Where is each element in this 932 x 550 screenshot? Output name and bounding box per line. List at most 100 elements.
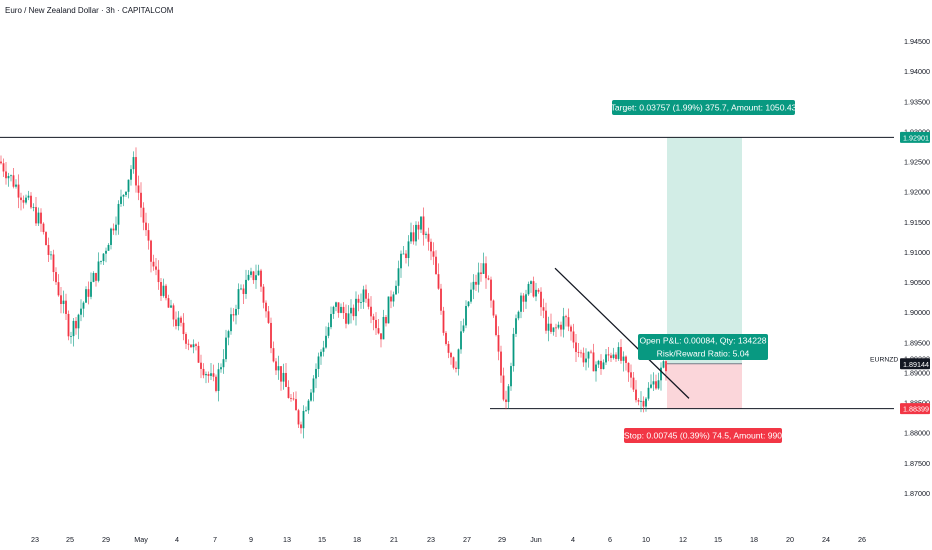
y-tick-7: 1.91000 bbox=[904, 248, 930, 257]
x-tick-5: 7 bbox=[213, 535, 217, 544]
candle-body-84 bbox=[210, 373, 212, 376]
x-tick-4: 4 bbox=[175, 535, 179, 544]
y-tick-11: 1.89000 bbox=[904, 368, 930, 377]
candle-body-150 bbox=[375, 319, 377, 329]
candle-body-97 bbox=[242, 288, 245, 294]
candle-body-127 bbox=[317, 356, 320, 369]
candle-body-166 bbox=[415, 224, 417, 242]
candle-body-89 bbox=[222, 359, 225, 368]
candle-body-40 bbox=[100, 261, 102, 262]
candle-body-82 bbox=[205, 374, 207, 376]
candle-body-100 bbox=[250, 271, 252, 275]
candle-body-56 bbox=[140, 192, 142, 208]
candle-body-17 bbox=[42, 223, 45, 233]
candle-body-105 bbox=[262, 286, 265, 303]
candle-body-163 bbox=[407, 241, 410, 259]
y-tick-4: 1.92500 bbox=[904, 158, 930, 167]
candle-body-233 bbox=[582, 352, 585, 363]
stop-label-box bbox=[624, 428, 782, 443]
candle-body-207 bbox=[517, 311, 520, 319]
candle-body-161 bbox=[402, 253, 405, 255]
candle-body-254 bbox=[635, 389, 637, 401]
candle-body-67 bbox=[167, 298, 170, 308]
position-labels: Target: 0.03757 (1.99%) 375.7, Amount: 1… bbox=[611, 100, 797, 443]
candle-body-224 bbox=[560, 324, 562, 330]
x-tick-20: 18 bbox=[750, 535, 758, 544]
price-label-bg-0 bbox=[900, 131, 930, 143]
candle-body-204 bbox=[510, 366, 512, 387]
candle-body-243 bbox=[607, 354, 610, 356]
candle-body-192 bbox=[480, 272, 482, 274]
x-tick-17: 10 bbox=[642, 535, 650, 544]
price-label-bg-2 bbox=[900, 358, 930, 370]
candle-body-135 bbox=[337, 302, 340, 313]
candle-body-223 bbox=[557, 324, 560, 328]
candle-body-255 bbox=[637, 400, 640, 402]
y-tick-0: 1.94500 bbox=[904, 37, 930, 46]
price-label-3: 1.88399 bbox=[903, 405, 929, 414]
candle-body-216 bbox=[540, 291, 542, 308]
price-axis: 1.945001.940001.935001.930001.925001.920… bbox=[870, 37, 930, 498]
candle-body-153 bbox=[382, 316, 385, 340]
candle-body-98 bbox=[245, 279, 247, 294]
candle-body-86 bbox=[215, 376, 217, 391]
candle-body-197 bbox=[492, 300, 495, 316]
candle-body-262 bbox=[655, 381, 657, 389]
candle-body-184 bbox=[460, 331, 462, 350]
candle-body-95 bbox=[237, 289, 240, 310]
candle-body-148 bbox=[370, 306, 372, 317]
candle-body-43 bbox=[107, 244, 110, 251]
candle-body-35 bbox=[87, 289, 90, 297]
x-tick-16: 6 bbox=[608, 535, 612, 544]
x-tick-2: 29 bbox=[102, 535, 110, 544]
candle-body-258 bbox=[645, 398, 647, 407]
candle-body-239 bbox=[597, 360, 600, 365]
candle-body-10 bbox=[25, 197, 27, 203]
candle-body-60 bbox=[150, 240, 152, 262]
candle-body-16 bbox=[40, 212, 42, 224]
candle-body-76 bbox=[190, 344, 192, 348]
candle-body-64 bbox=[160, 282, 162, 296]
candle-body-199 bbox=[497, 335, 500, 352]
candle-body-247 bbox=[617, 347, 620, 359]
candle-body-0 bbox=[0, 161, 2, 164]
candle-body-250 bbox=[625, 356, 627, 363]
candle-body-232 bbox=[580, 352, 582, 354]
candle-body-9 bbox=[22, 200, 25, 203]
price-label-2: 1.89144 bbox=[903, 360, 929, 369]
candle-body-221 bbox=[552, 327, 555, 332]
y-tick-14: 1.87500 bbox=[904, 459, 930, 468]
candle-body-219 bbox=[547, 323, 550, 331]
candle-body-206 bbox=[515, 318, 517, 334]
x-tick-10: 21 bbox=[390, 535, 398, 544]
candle-body-32 bbox=[80, 308, 82, 315]
candle-body-214 bbox=[535, 289, 537, 297]
candle-body-251 bbox=[627, 362, 630, 373]
candle-body-131 bbox=[327, 327, 330, 336]
candle-body-61 bbox=[152, 261, 155, 267]
candle-body-208 bbox=[520, 295, 522, 312]
candle-body-229 bbox=[572, 331, 575, 343]
candle-body-119 bbox=[297, 410, 300, 425]
x-tick-19: 15 bbox=[714, 535, 722, 544]
candle-body-22 bbox=[55, 272, 57, 283]
candle-body-172 bbox=[430, 241, 432, 252]
candle-body-134 bbox=[335, 302, 337, 307]
trendline-layer bbox=[554, 267, 690, 399]
candle-body-256 bbox=[640, 400, 642, 402]
y-tick-13: 1.88000 bbox=[904, 429, 930, 438]
candle-body-235 bbox=[587, 351, 590, 359]
y-tick-1: 1.94000 bbox=[904, 67, 930, 76]
candle-body-187 bbox=[467, 301, 470, 306]
candle-body-20 bbox=[50, 254, 52, 256]
y-tick-10: 1.89500 bbox=[904, 338, 930, 347]
candle-body-46 bbox=[115, 224, 117, 231]
candle-body-151 bbox=[377, 328, 380, 334]
candle-body-123 bbox=[307, 400, 310, 411]
candle-body-15 bbox=[37, 212, 40, 224]
candle-body-120 bbox=[300, 424, 302, 429]
candle-body-194 bbox=[485, 263, 487, 279]
candle-body-175 bbox=[437, 274, 440, 289]
candle-body-124 bbox=[310, 392, 312, 401]
